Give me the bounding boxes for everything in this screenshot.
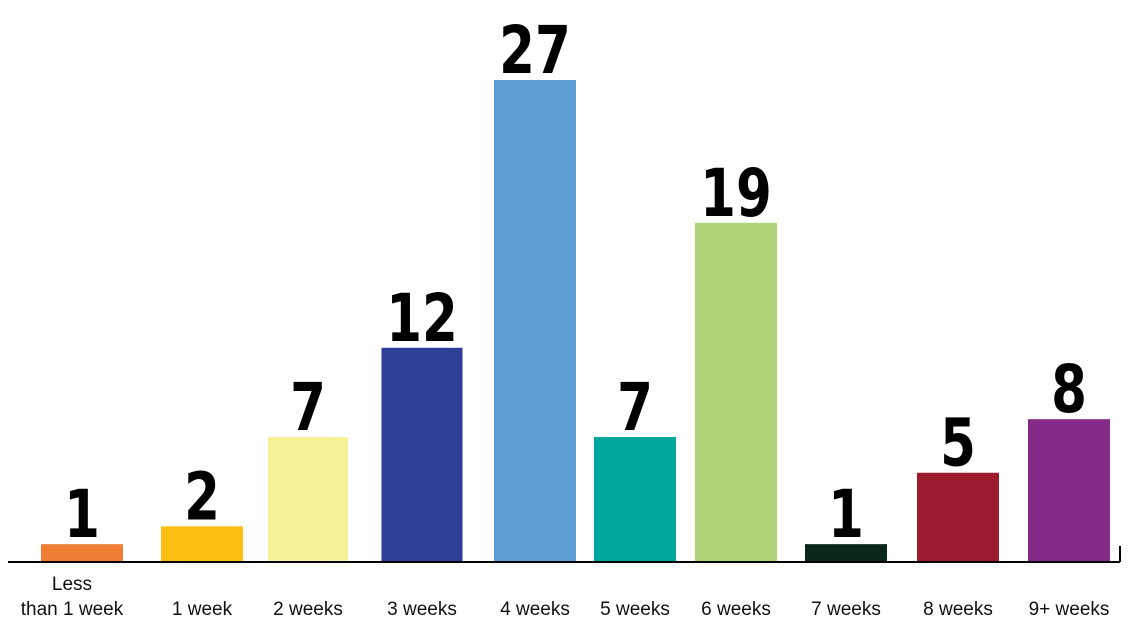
value-label-10: 8 [1051, 351, 1087, 428]
category-label-8: 7 weeks [811, 599, 881, 620]
category-label-7: 6 weeks [701, 599, 771, 620]
bar-1 [41, 544, 123, 562]
value-label-5: 27 [499, 12, 571, 89]
value-label-4: 12 [386, 279, 458, 356]
bar-3 [268, 437, 348, 562]
bar-5 [494, 80, 576, 562]
category-label-10: 9+ weeks [1029, 599, 1110, 620]
bar-6 [594, 437, 676, 562]
category-label-3: 2 weeks [273, 599, 343, 620]
bar-7 [695, 222, 777, 562]
category-label-5: 4 weeks [500, 599, 570, 620]
category-label-6: 5 weeks [600, 599, 670, 620]
value-label-3: 7 [290, 369, 326, 446]
category-label-9: 8 weeks [923, 599, 993, 620]
category-label-1: Less than 1 week [21, 574, 124, 620]
value-label-2: 2 [184, 458, 220, 535]
value-label-9: 5 [940, 404, 976, 481]
category-label-2: 1 week [172, 599, 233, 620]
category-labels-group: Less than 1 week 1 week 2 weeks 3 weeks 4 wee… [21, 574, 1110, 620]
bar-4 [381, 347, 463, 562]
bar-9 [917, 472, 999, 562]
value-label-1: 1 [64, 476, 100, 553]
bar-8 [805, 544, 887, 562]
value-label-6: 7 [617, 369, 653, 446]
bar-2 [161, 526, 243, 562]
bars-group [41, 80, 1110, 562]
value-label-7: 19 [700, 154, 772, 231]
category-label-4: 3 weeks [387, 599, 457, 620]
value-label-8: 1 [828, 476, 864, 553]
bar-10 [1028, 419, 1110, 562]
